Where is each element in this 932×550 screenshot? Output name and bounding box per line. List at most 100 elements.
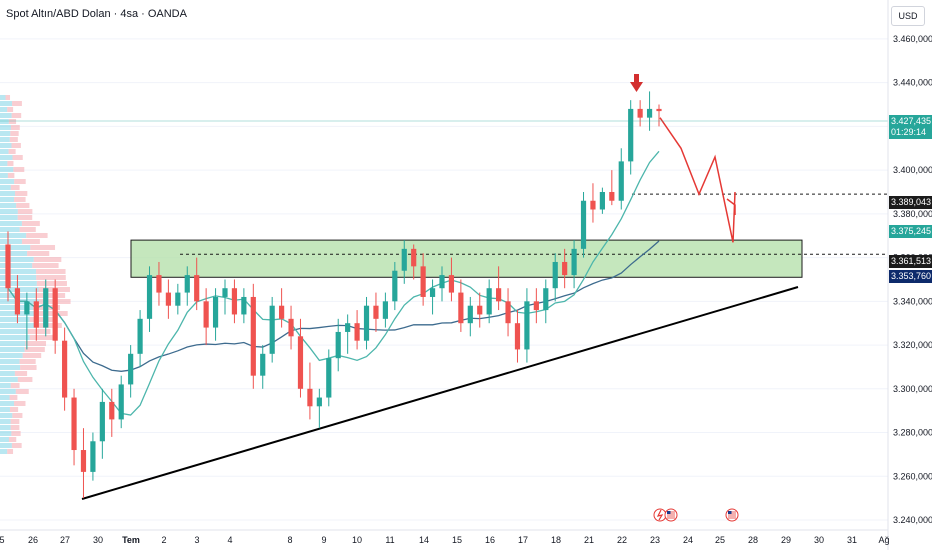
candle bbox=[533, 288, 539, 324]
volume-bar-buy bbox=[0, 365, 21, 370]
volume-bar-buy bbox=[0, 203, 17, 208]
candle bbox=[62, 327, 68, 411]
candle bbox=[307, 362, 313, 420]
volume-bar-sell bbox=[15, 389, 29, 394]
volume-bar-buy bbox=[0, 143, 12, 148]
volume-bar-buy bbox=[0, 419, 11, 424]
moving-average-slow bbox=[7, 240, 660, 372]
time-tick-label: 14 bbox=[419, 535, 429, 545]
candle-body bbox=[109, 401, 115, 420]
grid-lines bbox=[0, 38, 888, 521]
candle bbox=[373, 292, 379, 332]
projection-path bbox=[659, 117, 736, 243]
volume-bar-buy bbox=[0, 359, 20, 364]
projection-arrowhead bbox=[726, 198, 736, 215]
volume-bar-sell bbox=[24, 347, 45, 352]
candle bbox=[241, 288, 247, 324]
volume-bar-buy bbox=[0, 437, 9, 442]
volume-bar-sell bbox=[36, 269, 66, 274]
volume-bar-buy bbox=[0, 149, 9, 154]
volume-bar-buy bbox=[0, 119, 9, 124]
candle-body bbox=[316, 397, 322, 407]
volume-bar-sell bbox=[10, 185, 20, 190]
candlestick-series bbox=[5, 91, 662, 499]
volume-bar-buy bbox=[0, 179, 15, 184]
candle-body bbox=[448, 275, 455, 293]
candle bbox=[184, 266, 190, 306]
candle bbox=[637, 100, 643, 127]
candle-body bbox=[231, 288, 238, 315]
volume-bar-buy bbox=[0, 95, 6, 100]
volume-bar-buy bbox=[0, 443, 12, 448]
candle-body bbox=[656, 108, 662, 112]
candle bbox=[146, 266, 153, 332]
candle-body bbox=[580, 200, 587, 249]
moving-average-fast bbox=[7, 150, 660, 416]
candle bbox=[90, 432, 96, 481]
event-markers[interactable] bbox=[653, 508, 739, 522]
volume-bar-buy bbox=[0, 251, 28, 256]
candle bbox=[288, 305, 294, 350]
candle bbox=[269, 296, 275, 363]
volume-bar-sell bbox=[35, 293, 66, 298]
volume-bar-buy bbox=[0, 377, 18, 382]
candle-body bbox=[212, 296, 219, 328]
candle-body bbox=[439, 275, 445, 289]
candle-body bbox=[618, 161, 624, 201]
volume-bar-sell bbox=[29, 317, 54, 322]
candle-body bbox=[533, 301, 539, 311]
volume-bar-buy bbox=[0, 263, 33, 268]
volume-bar-buy bbox=[0, 347, 25, 352]
candle-body bbox=[14, 288, 21, 315]
candle bbox=[514, 310, 521, 363]
volume-bar-sell bbox=[37, 311, 68, 316]
candle bbox=[477, 292, 483, 328]
volume-bar-sell bbox=[36, 275, 66, 280]
volume-bar-sell bbox=[32, 263, 59, 268]
volume-bar-sell bbox=[8, 437, 17, 442]
price-tick-label: 3.400,000 bbox=[893, 165, 932, 175]
volume-bar-buy bbox=[0, 335, 30, 340]
volume-bar-sell bbox=[20, 365, 37, 370]
volume-bar-sell bbox=[29, 335, 54, 340]
candle-body bbox=[373, 305, 379, 319]
volume-bar-buy bbox=[0, 107, 8, 112]
candle bbox=[543, 279, 549, 324]
volume-bar-sell bbox=[12, 155, 23, 160]
candle-body bbox=[401, 248, 407, 271]
candle-countdown: 01:29:14 bbox=[891, 127, 927, 137]
volume-bar-sell bbox=[14, 401, 26, 406]
candle bbox=[137, 310, 143, 367]
volume-bar-buy bbox=[0, 173, 8, 178]
candle bbox=[297, 318, 304, 398]
currency-button[interactable]: USD bbox=[891, 6, 925, 26]
candle-body bbox=[250, 296, 256, 376]
time-tick-label: 8 bbox=[287, 535, 292, 545]
candle-body bbox=[33, 301, 39, 328]
volume-bar-buy bbox=[0, 167, 14, 172]
candle-body bbox=[524, 301, 530, 350]
volume-bar-sell bbox=[10, 125, 20, 130]
volume-bar-sell bbox=[14, 197, 26, 202]
ascending-trendline[interactable] bbox=[81, 286, 799, 500]
volume-bar-buy bbox=[0, 227, 20, 232]
volume-bar-sell bbox=[17, 377, 33, 382]
price-tick-label: 3.280,000 bbox=[893, 428, 932, 438]
candle bbox=[590, 183, 596, 223]
volume-bar-sell bbox=[12, 413, 23, 418]
candle bbox=[43, 279, 49, 337]
volume-bar-buy bbox=[0, 161, 8, 166]
time-tick-label: 24 bbox=[683, 535, 693, 545]
candle bbox=[618, 148, 624, 210]
volume-bar-buy bbox=[0, 101, 13, 106]
volume-bar-buy bbox=[0, 131, 11, 136]
volume-bar-buy bbox=[0, 185, 11, 190]
volume-bar-buy bbox=[0, 329, 28, 334]
volume-bar-sell bbox=[30, 245, 56, 250]
volume-bar-sell bbox=[16, 203, 30, 208]
candle-body bbox=[203, 301, 209, 328]
volume-bar-sell bbox=[17, 209, 33, 214]
candle bbox=[14, 275, 21, 324]
candle bbox=[505, 288, 511, 337]
